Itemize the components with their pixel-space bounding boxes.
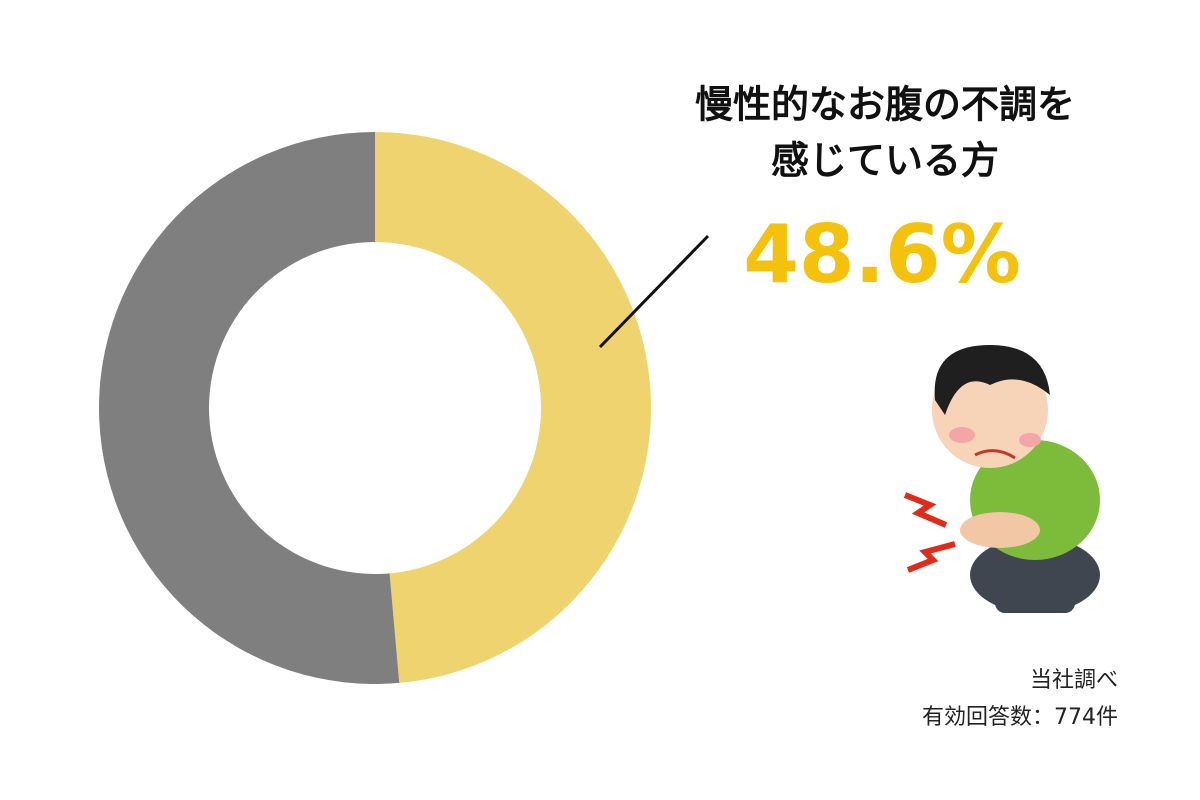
donut-slice — [99, 132, 400, 684]
chart-title: 感じている方 — [771, 139, 999, 183]
donut-slice — [375, 132, 652, 683]
leader-line — [598, 234, 710, 349]
illustration — [903, 345, 1100, 613]
chart-title: 慢性的なお腹の不調を — [695, 83, 1075, 127]
value-label: 48.6% — [743, 208, 1021, 301]
source-note: 当社調べ — [1030, 668, 1118, 693]
donut — [99, 132, 652, 684]
sample-note: 有効回答数：774件 — [922, 705, 1118, 730]
